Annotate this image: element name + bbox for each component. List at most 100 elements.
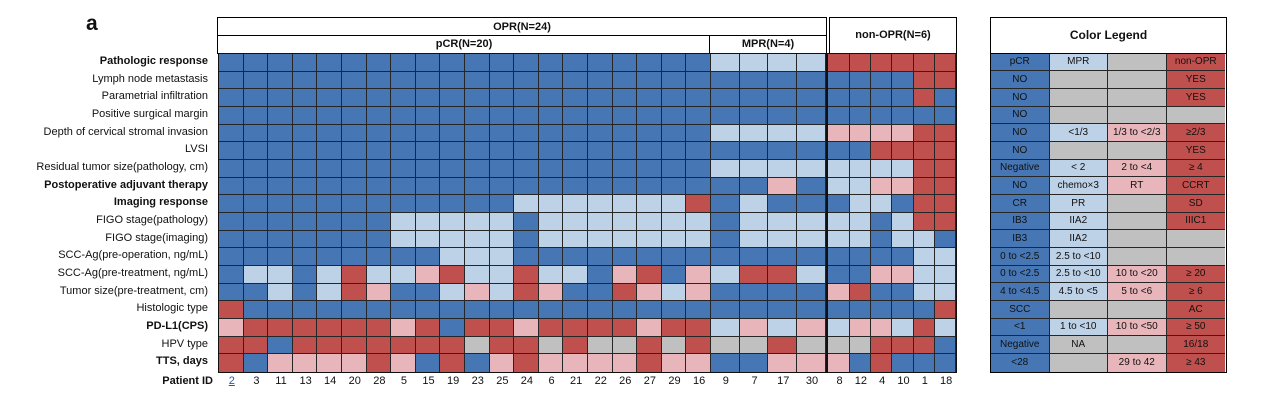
- heatmap-cell: [828, 283, 850, 302]
- heatmap-cell: [292, 89, 318, 108]
- legend-cell: 0 to <2.5: [991, 247, 1050, 266]
- heatmap-cell: [612, 230, 638, 249]
- heatmap-cell: [440, 354, 465, 373]
- heatmap-cell: [587, 266, 613, 284]
- heatmap-cell: [292, 71, 318, 90]
- heatmap-cell: [913, 142, 936, 161]
- heatmap-cell: [366, 301, 392, 320]
- legend-cell: NO: [991, 124, 1050, 142]
- heatmap-cell: [739, 142, 769, 161]
- heatmap-cell: [391, 54, 416, 72]
- heatmap-cell: [317, 213, 342, 231]
- heatmap-cell: [341, 301, 367, 320]
- heatmap-cell: [219, 266, 244, 284]
- legend-cell: 2.5 to <10: [1049, 247, 1108, 266]
- heatmap-cell: [415, 248, 441, 267]
- heatmap-row: [219, 301, 957, 320]
- heatmap-cell: [828, 107, 850, 125]
- heatmap-cell: [464, 54, 490, 72]
- heatmap-cell: [391, 266, 416, 284]
- heatmap-cell: [489, 301, 515, 320]
- heatmap-cell: [871, 283, 893, 302]
- heatmap-cell: [797, 160, 826, 178]
- heatmap-cell: [587, 71, 613, 90]
- heatmap-cell: [440, 124, 465, 143]
- heatmap-cell: [317, 195, 342, 214]
- heatmap-cell: [366, 266, 392, 284]
- heatmap-cell: [243, 107, 269, 125]
- heatmap-cell: [563, 54, 588, 72]
- legend-cell: pCR: [991, 53, 1050, 72]
- heatmap-cell: [797, 213, 826, 231]
- heatmap-cell: [612, 195, 638, 214]
- heatmap-cell: [243, 354, 269, 373]
- heatmap-cell: [563, 195, 588, 214]
- row-label: HPV type: [161, 337, 208, 350]
- heatmap-cell: [768, 142, 798, 161]
- heatmap-cell: [686, 336, 711, 355]
- patient-id: 17: [777, 374, 790, 387]
- heatmap-cell: [661, 54, 687, 72]
- section-divider: [825, 142, 829, 161]
- row-label: SCC-Ag(pre-treatment, ng/mL): [57, 267, 208, 280]
- heatmap-cell: [563, 230, 588, 249]
- heatmap-cell: [913, 283, 936, 302]
- heatmap-cell: [464, 248, 490, 267]
- legend-cell: <1: [991, 318, 1050, 337]
- row-label: Tumor size(pre-treatment, cm): [59, 284, 208, 297]
- heatmap-cell: [797, 319, 826, 337]
- heatmap-cell: [341, 319, 367, 337]
- heatmap-cell: [637, 177, 662, 196]
- patient-id-link[interactable]: 2: [228, 374, 235, 387]
- heatmap-cell: [366, 319, 392, 337]
- patient-id: 28: [373, 374, 386, 387]
- heatmap-cell: [268, 107, 293, 125]
- heatmap-cell: [489, 160, 515, 178]
- heatmap-cell: [587, 283, 613, 302]
- heatmap-cell: [768, 89, 798, 108]
- legend-cell: IB3: [991, 230, 1050, 248]
- patient-id: 8: [836, 374, 843, 387]
- heatmap-cell: [292, 160, 318, 178]
- heatmap-cell: [464, 177, 490, 196]
- patient-id: 20: [348, 374, 361, 387]
- heatmap-cell: [219, 195, 244, 214]
- heatmap-cell: [268, 89, 293, 108]
- heatmap-cell: [317, 54, 342, 72]
- heatmap-cell: [892, 71, 914, 90]
- heatmap-cell: [739, 230, 769, 249]
- heatmap-cell: [913, 319, 936, 337]
- legend-cell: [1049, 141, 1108, 160]
- heatmap-cell: [366, 336, 392, 355]
- heatmap-cell: [563, 142, 588, 161]
- heatmap-cell: [268, 319, 293, 337]
- heatmap-cell: [538, 124, 564, 143]
- heatmap-cell: [538, 160, 564, 178]
- heatmap-cell: [661, 89, 687, 108]
- heatmap-cell: [292, 354, 318, 373]
- legend-cell: Negative: [991, 336, 1050, 354]
- legend-cell: [1108, 336, 1167, 354]
- section-divider: [825, 160, 829, 178]
- heatmap-grid: [218, 53, 958, 374]
- heatmap-cell: [317, 124, 342, 143]
- patient-id: 18: [940, 374, 953, 387]
- heatmap-cell: [489, 319, 515, 337]
- heatmap-cell: [871, 266, 893, 284]
- legend-cell: < 2: [1049, 159, 1108, 178]
- heatmap-cell: [464, 107, 490, 125]
- legend-cell: [1108, 247, 1167, 266]
- heatmap-cell: [464, 195, 490, 214]
- heatmap-row: [219, 336, 957, 355]
- heatmap-cell: [415, 160, 441, 178]
- heatmap-cell: [768, 160, 798, 178]
- heatmap-cell: [849, 195, 872, 214]
- legend-cell: CR: [991, 194, 1050, 213]
- heatmap-cell: [661, 354, 687, 373]
- heatmap-row: [219, 54, 957, 72]
- legend-cell: MPR: [1049, 53, 1108, 72]
- row-label: FIGO stage(imaging): [105, 231, 208, 244]
- heatmap-cell: [391, 354, 416, 373]
- heatmap-cell: [768, 266, 798, 284]
